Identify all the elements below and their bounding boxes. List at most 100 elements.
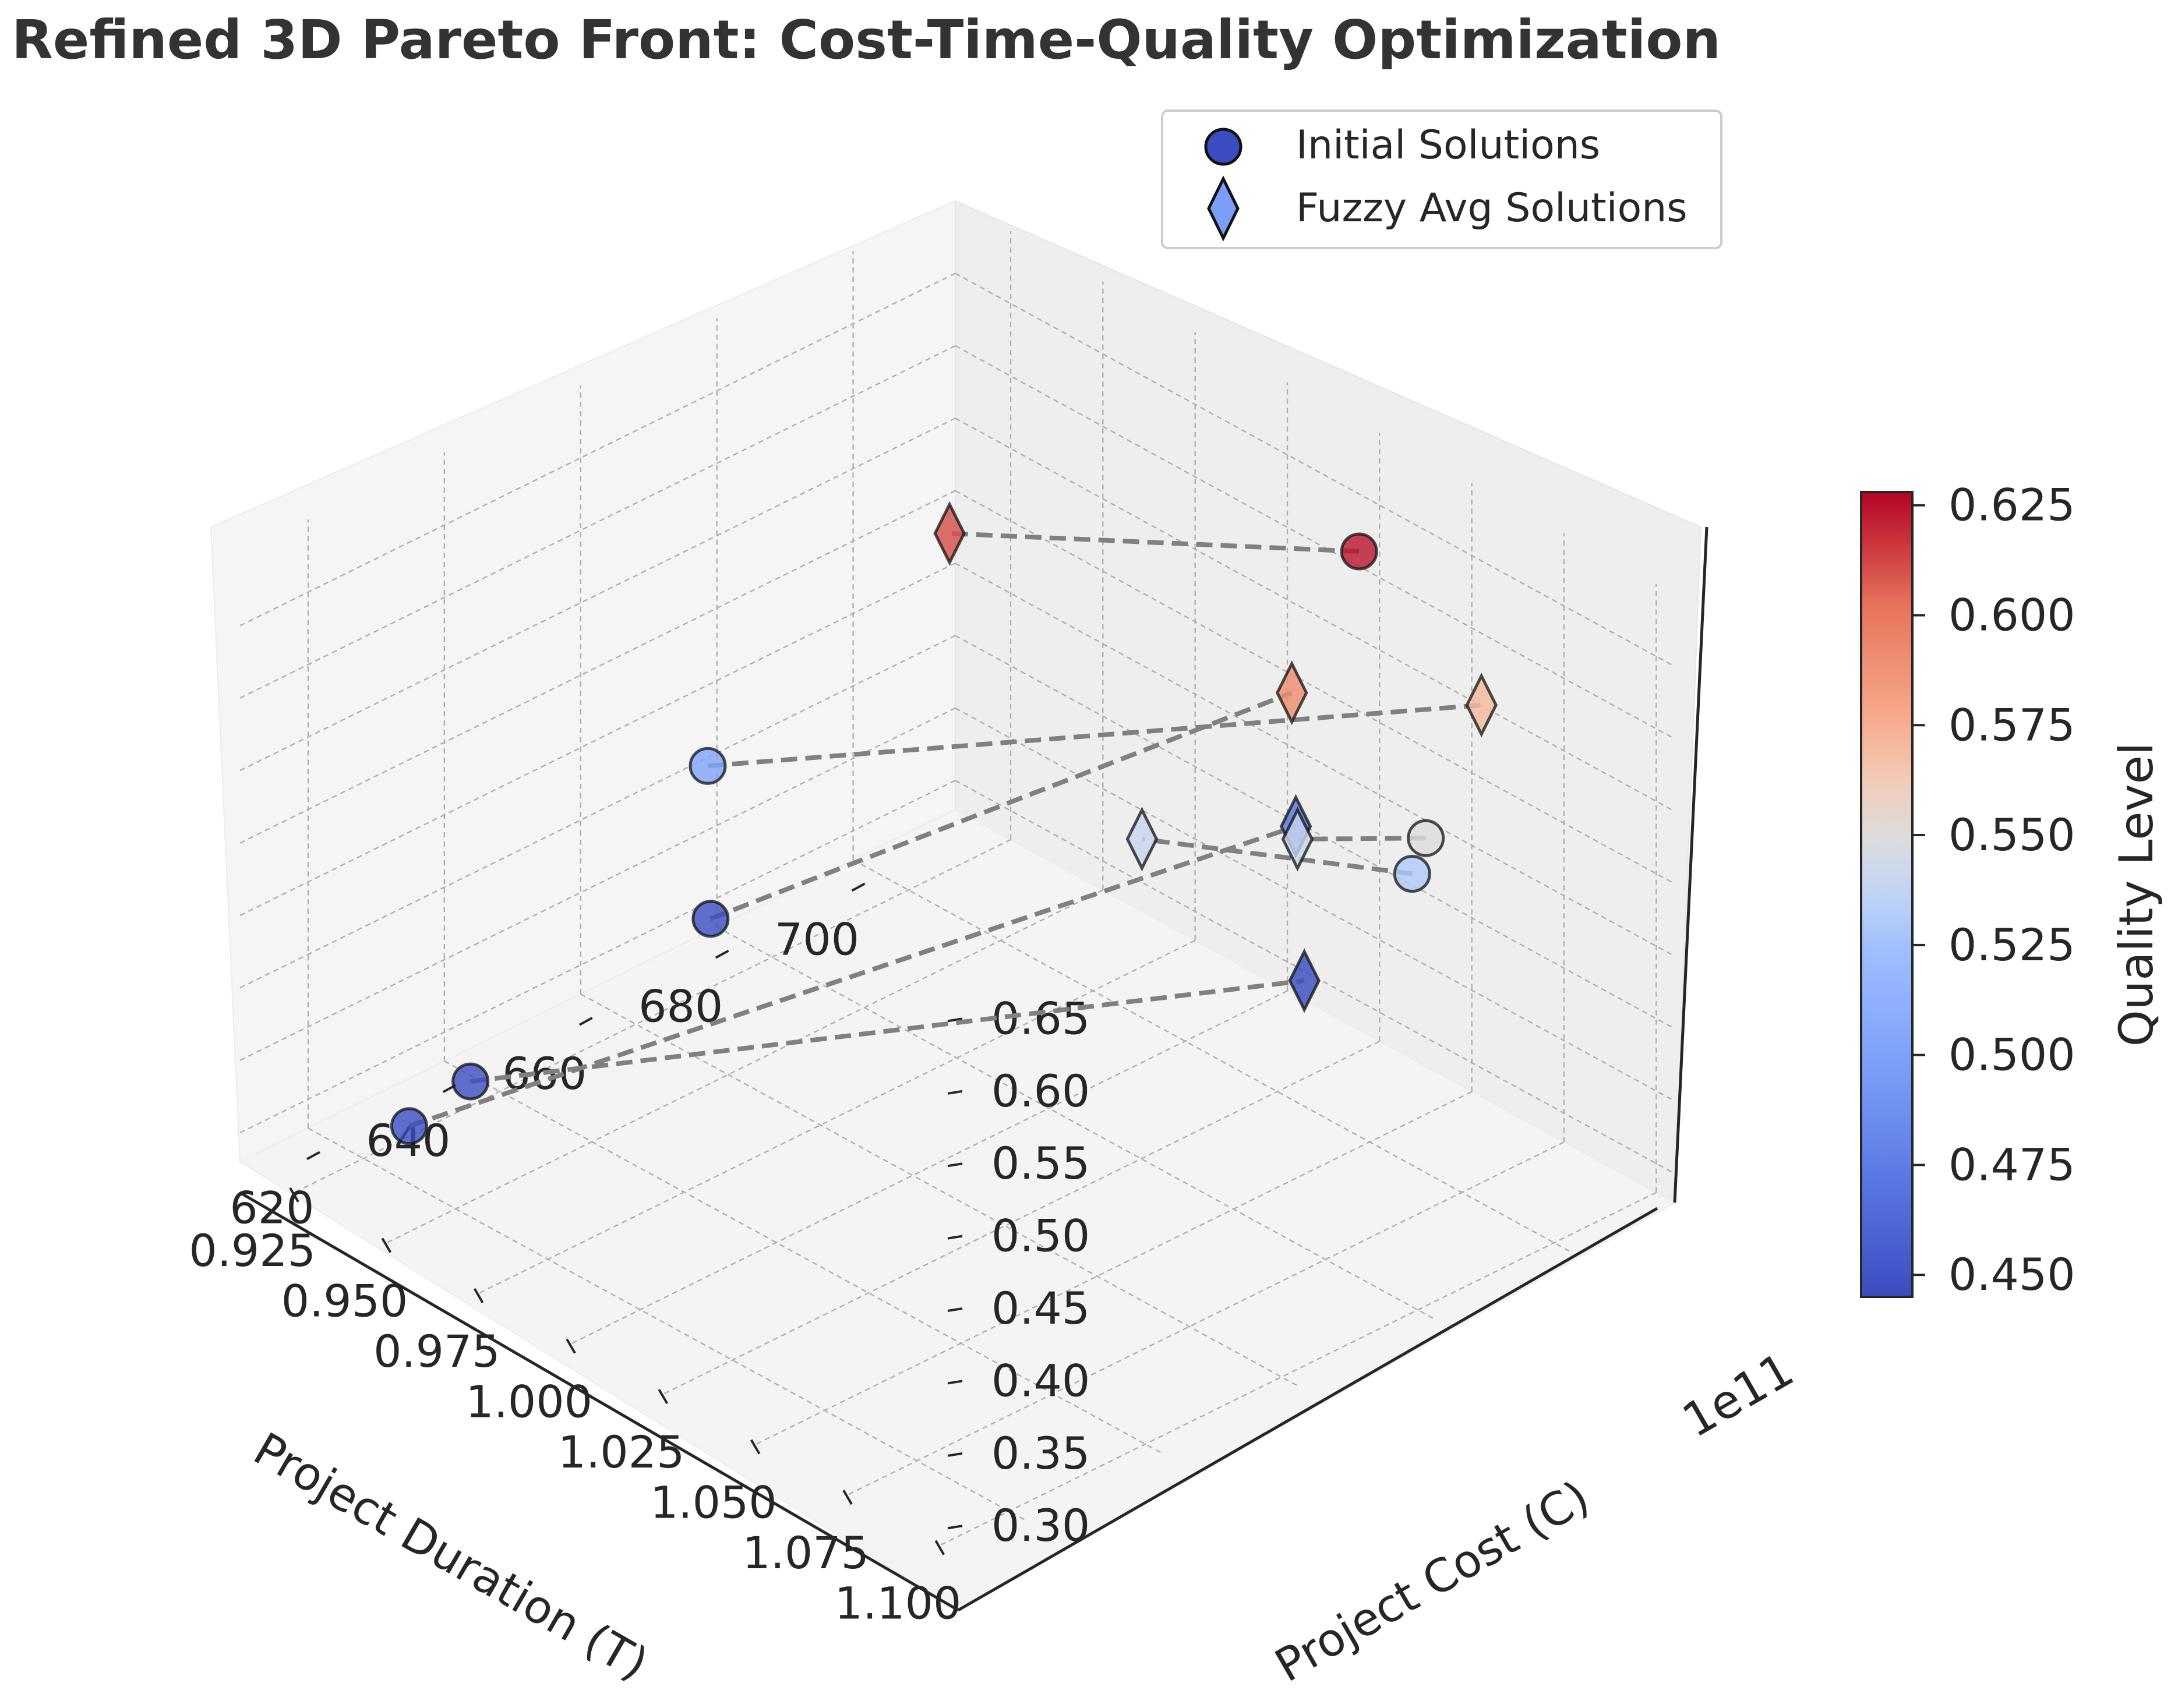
grid-line	[239, 562, 956, 917]
colorbar: 0.450 0.475 0.500 0.525 0.550 0.575 0.600 0.625…	[1860, 479, 2163, 1300]
grid-line	[756, 1091, 1473, 1445]
grid-line	[571, 990, 1288, 1344]
legend-frame	[1161, 109, 1722, 249]
grid-line	[387, 889, 1103, 1243]
initial-solution-point	[691, 900, 730, 938]
x-tick-label: 700	[775, 913, 859, 965]
solution-link	[707, 702, 1482, 769]
z-tick-label: 0.60	[991, 1065, 1090, 1117]
grid-line	[663, 1041, 1380, 1395]
grid-line	[239, 707, 956, 1061]
z-tick-mark	[947, 1525, 963, 1530]
y-tick-mark	[473, 1288, 484, 1304]
solution-link	[949, 531, 1360, 554]
fuzzy-avg-solution-point	[933, 501, 966, 566]
colorbar-label: Quality Level	[2109, 742, 2163, 1046]
grid-line	[239, 635, 956, 989]
solution-link	[470, 978, 1305, 1084]
legend-entry: Initial Solutions	[1296, 122, 1600, 168]
legend: Initial Solutions Fuzzy Avg Solutions	[1161, 109, 1722, 249]
grid-line	[848, 1141, 1565, 1495]
z-tick-mark	[947, 1162, 963, 1168]
x-axis-ticks: 620640660680700	[230, 882, 866, 1233]
z-tick-mark	[947, 1380, 963, 1385]
legend-entry: Fuzzy Avg Solutions	[1296, 185, 1688, 231]
z-tick-mark	[947, 1452, 963, 1457]
y-tick-mark	[566, 1338, 576, 1354]
grid-line	[955, 707, 1675, 1102]
grid-line	[239, 418, 956, 772]
y-tick-label: 0.925	[189, 1225, 316, 1276]
initial-solution-point	[1340, 532, 1378, 571]
colorbar-tick-label: 0.475	[1948, 1138, 2075, 1190]
fuzzy-avg-solution-point	[1288, 948, 1321, 1013]
initial-solution-point	[390, 1107, 428, 1145]
grid-line	[479, 939, 1196, 1294]
z-tick-label: 0.30	[991, 1500, 1090, 1551]
grid-line	[955, 345, 1675, 740]
y-tick-mark	[842, 1490, 853, 1505]
z-tick-mark	[947, 1235, 963, 1240]
colorbar-scale	[1860, 491, 1914, 1298]
solution-markers	[390, 501, 1498, 1145]
grid-line	[955, 780, 1675, 1175]
fuzzy-avg-solution-point	[1275, 660, 1308, 726]
x-tick-label: 680	[638, 981, 723, 1032]
fuzzy-avg-solution-point	[1465, 673, 1498, 738]
colorbar-tick-label: 0.625	[1948, 479, 2075, 531]
solution-link	[1297, 836, 1426, 841]
solution-links	[408, 531, 1482, 1129]
y-axis-line	[957, 1207, 1658, 1612]
grid-line	[940, 1191, 1657, 1546]
x-axis-line	[239, 1191, 959, 1612]
grid-line	[955, 562, 1675, 957]
grid-line	[308, 1127, 1028, 1522]
grid-line	[239, 345, 956, 699]
colorbar-tick-label: 0.450	[1948, 1249, 2075, 1300]
y-tick-label: 0.975	[373, 1325, 500, 1377]
z-axis-ticks: 0.300.350.400.450.500.550.600.65	[947, 992, 1090, 1551]
y-axis-label: Project Cost (C)	[1267, 1471, 1598, 1693]
z-tick-mark	[947, 1307, 963, 1312]
colorbar-tick-label: 0.550	[1948, 809, 2075, 861]
y-tick-label: 1.025	[558, 1426, 685, 1478]
x-tick-mark	[715, 949, 729, 959]
grid-line	[239, 780, 956, 1134]
fuzzy-avg-solution-point	[1281, 807, 1314, 872]
colorbar-tick-label: 0.500	[1948, 1029, 2075, 1081]
z-tick-label: 0.55	[991, 1137, 1090, 1189]
initial-solution-point	[1407, 819, 1445, 857]
x-tick-mark	[851, 882, 866, 892]
y-tick-mark	[934, 1540, 945, 1555]
y-tick-label: 1.075	[742, 1527, 869, 1579]
grid-line	[444, 1060, 1164, 1455]
grid-line	[239, 273, 956, 627]
grid-line	[852, 859, 1573, 1254]
y-axis-offset-label: 1e11	[1674, 1342, 1802, 1448]
z-axis-line	[1673, 526, 1708, 1203]
grid-line	[239, 490, 956, 844]
y-tick-label: 1.100	[835, 1578, 962, 1629]
legend-diamond-marker	[1207, 175, 1240, 242]
solution-link	[408, 824, 1297, 1129]
y-tick-label: 1.050	[650, 1477, 777, 1529]
grid-line	[955, 418, 1675, 812]
grid-line	[955, 635, 1675, 1030]
solution-link	[709, 690, 1293, 921]
initial-solution-point	[689, 747, 727, 785]
y-tick-mark	[750, 1439, 761, 1455]
grid-line	[580, 993, 1301, 1388]
y-tick-mark	[289, 1187, 299, 1203]
z-tick-mark	[947, 1017, 963, 1023]
y-tick-label: 0.950	[281, 1275, 408, 1327]
solution-link	[1141, 836, 1413, 876]
z-tick-label: 0.35	[991, 1427, 1090, 1479]
legend-circle-marker	[1204, 128, 1242, 166]
colorbar-tick-label: 0.575	[1948, 699, 2075, 751]
y-tick-mark	[381, 1237, 392, 1253]
grid-line	[716, 926, 1437, 1321]
colorbar-tick-label: 0.600	[1948, 589, 2075, 641]
initial-solution-point	[1393, 854, 1431, 893]
